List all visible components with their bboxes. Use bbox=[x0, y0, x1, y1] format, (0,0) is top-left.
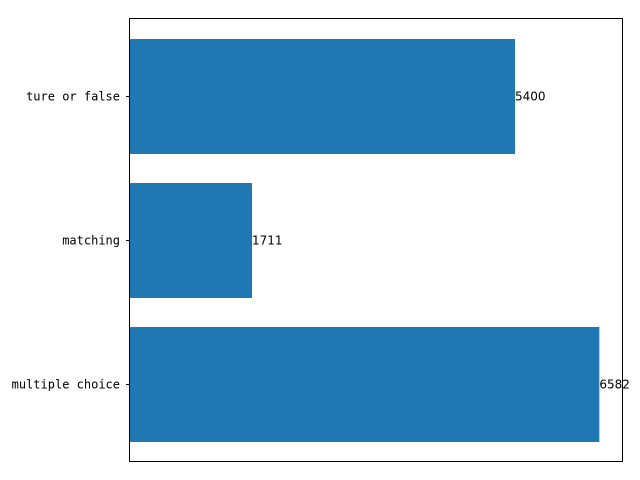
category-label-0: ture or false bbox=[26, 90, 120, 104]
category-labels: ture or false matching multiple choice bbox=[12, 90, 120, 392]
value-label-1: 1711 bbox=[252, 234, 283, 248]
category-label-1: matching bbox=[62, 234, 120, 248]
value-label-0: 5400 bbox=[515, 90, 546, 104]
bar-1 bbox=[130, 183, 253, 298]
plot-frame bbox=[129, 18, 623, 462]
bar-2 bbox=[130, 327, 600, 442]
bar-0 bbox=[130, 39, 516, 154]
category-label-2: multiple choice bbox=[12, 378, 120, 392]
value-label-2: 6582 bbox=[599, 378, 630, 392]
bars-group bbox=[130, 39, 600, 442]
